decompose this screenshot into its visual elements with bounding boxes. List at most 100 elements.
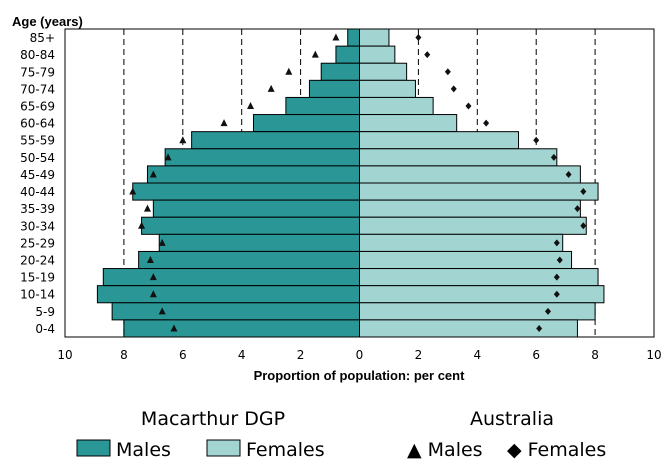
x-tick-label: 6 <box>532 348 540 362</box>
legend-australia-males-label: ▲ Males <box>407 439 483 461</box>
age-label: 15-19 <box>20 271 55 285</box>
bar-males-50-54 <box>164 148 360 167</box>
age-label: 60-64 <box>20 117 55 131</box>
x-tick-labels: 10 8 6 4 2 0 2 4 6 8 10 <box>57 348 661 362</box>
legend-males-swatch <box>76 439 111 457</box>
marker-australia-females-40-44 <box>580 188 587 196</box>
bar-females-35-39 <box>359 199 581 218</box>
bar-males-10-14 <box>96 285 361 304</box>
age-group-labels: 85+ 80-84 75-79 70-74 65-69 60-64 55-59 50-54 45… <box>20 31 55 336</box>
bar-females-25-29 <box>359 233 564 252</box>
legend-females-label: Females <box>246 439 325 461</box>
bar-females-45-49 <box>359 165 581 184</box>
marker-australia-females-45-49 <box>565 170 572 178</box>
x-tick-label: 2 <box>297 348 305 362</box>
bar-females-0-4 <box>359 319 578 338</box>
bar-males-0-4 <box>123 319 361 338</box>
marker-australia-males-20-24 <box>146 256 154 263</box>
marker-australia-males-60-64 <box>220 119 228 127</box>
marker-australia-females-70-74 <box>450 85 457 93</box>
bar-males-5-9 <box>111 302 361 321</box>
bar-males-85+ <box>347 28 361 47</box>
legend-males-label: Males <box>116 439 171 461</box>
bar-males-70-74 <box>308 79 360 98</box>
marker-australia-males-0-4 <box>170 324 178 332</box>
age-label: 70-74 <box>20 82 55 96</box>
age-label: 30-34 <box>20 219 55 233</box>
marker-australia-males-5-9 <box>158 307 166 315</box>
marker-australia-females-10-14 <box>553 290 560 298</box>
age-label: 40-44 <box>20 185 55 199</box>
age-label: 45-49 <box>20 168 55 182</box>
marker-australia-females-75-79 <box>444 68 451 76</box>
bar-males-55-59 <box>191 131 360 150</box>
legend-group-macarthur: Macarthur DGP <box>141 408 285 430</box>
marker-australia-males-55-59 <box>179 136 187 144</box>
x-tick-label: 8 <box>120 348 128 362</box>
bar-females-85+ <box>359 28 390 47</box>
age-label: 75-79 <box>20 65 55 79</box>
age-label: 55-59 <box>20 134 55 148</box>
bar-females-15-19 <box>359 268 599 287</box>
age-label: 25-29 <box>20 236 55 250</box>
x-axis-title: Proportion of population: per cent <box>254 368 466 383</box>
marker-australia-females-25-29 <box>553 239 560 247</box>
bar-males-20-24 <box>138 250 360 270</box>
marker-australia-males-85+ <box>332 33 340 41</box>
australia-markers <box>129 33 587 332</box>
bar-males-35-39 <box>152 199 360 218</box>
age-label: 50-54 <box>20 151 55 165</box>
bars <box>96 28 605 338</box>
x-tick-label: 2 <box>415 348 423 362</box>
bar-males-40-44 <box>132 182 360 201</box>
x-tick-label: 0 <box>356 348 364 362</box>
age-label: 35-39 <box>20 202 55 216</box>
x-tick-label: 8 <box>591 348 599 362</box>
bar-females-20-24 <box>359 250 573 270</box>
bar-females-55-59 <box>359 131 520 150</box>
marker-australia-males-80-84 <box>311 50 319 58</box>
bar-females-10-14 <box>359 285 605 304</box>
bar-females-65-69 <box>359 96 434 116</box>
marker-australia-females-35-39 <box>574 205 581 213</box>
marker-australia-males-10-14 <box>149 290 157 298</box>
bar-females-50-54 <box>359 148 558 167</box>
marker-australia-females-20-24 <box>556 256 563 264</box>
bar-females-5-9 <box>359 302 596 321</box>
marker-australia-females-60-64 <box>483 119 490 127</box>
marker-australia-females-85+ <box>415 34 422 42</box>
marker-australia-females-30-34 <box>580 222 587 230</box>
age-label: 5-9 <box>35 305 55 319</box>
marker-australia-males-25-29 <box>158 238 166 246</box>
age-label: 85+ <box>30 31 55 45</box>
bar-males-25-29 <box>158 233 360 252</box>
marker-australia-males-30-34 <box>138 221 146 229</box>
age-label: 80-84 <box>20 48 55 62</box>
age-label: 0-4 <box>35 322 55 336</box>
y-axis-title: Age (years) <box>12 14 83 29</box>
bar-females-80-84 <box>359 45 396 64</box>
age-label: 10-14 <box>20 288 55 302</box>
marker-australia-females-80-84 <box>424 51 431 59</box>
marker-australia-females-55-59 <box>533 136 540 144</box>
x-tick-label: 4 <box>473 348 481 362</box>
legend-australia-females-label: ◆ Females <box>507 439 606 461</box>
x-tick-label: 10 <box>646 348 661 362</box>
marker-australia-males-70-74 <box>267 84 275 92</box>
legend-group-australia: Australia <box>470 408 554 430</box>
x-tick-label: 10 <box>57 348 72 362</box>
age-label: 20-24 <box>20 254 55 268</box>
bar-males-45-49 <box>146 165 360 184</box>
marker-australia-females-0-4 <box>536 324 543 332</box>
bar-males-60-64 <box>252 114 360 133</box>
marker-australia-males-50-54 <box>164 153 172 161</box>
bar-males-65-69 <box>285 96 360 116</box>
bar-males-30-34 <box>141 216 360 235</box>
x-tick-label: 6 <box>179 348 187 362</box>
x-tick-label: 4 <box>238 348 246 362</box>
marker-australia-males-65-69 <box>247 102 255 109</box>
marker-australia-males-40-44 <box>129 187 137 195</box>
bar-females-60-64 <box>359 114 458 133</box>
bar-females-70-74 <box>359 79 416 98</box>
